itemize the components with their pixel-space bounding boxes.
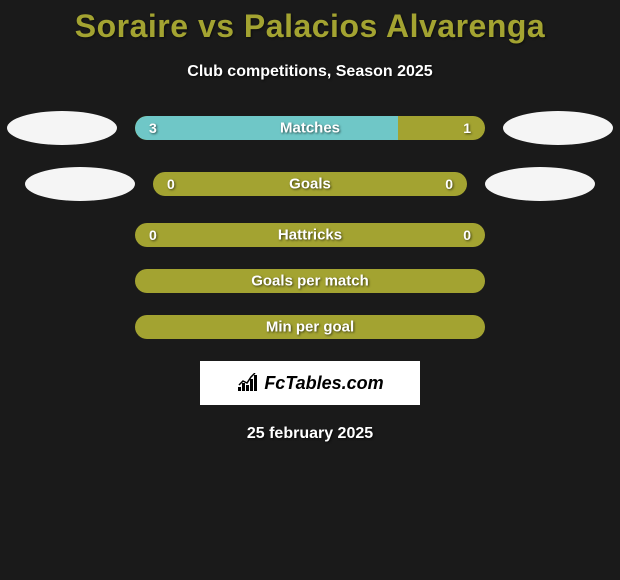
stat-bar: Goals per match — [135, 269, 485, 293]
stat-label: Matches — [280, 120, 340, 137]
page-title: Soraire vs Palacios Alvarenga — [0, 8, 620, 45]
stat-label: Goals per match — [251, 273, 369, 290]
logo-content: FcTables.com — [236, 373, 383, 394]
stat-row: 0 Goals 0 — [0, 167, 620, 201]
stat-right-value: 0 — [445, 176, 453, 192]
stat-right-value: 0 — [463, 227, 471, 243]
chart-icon — [236, 373, 260, 393]
stat-left-value: 3 — [149, 120, 157, 136]
player-badge-right — [503, 111, 613, 145]
stat-bar: 0 Hattricks 0 — [135, 223, 485, 247]
stat-label: Min per goal — [266, 319, 354, 336]
date-label: 25 february 2025 — [0, 425, 620, 443]
player-badge-left — [7, 111, 117, 145]
player-badge-left — [25, 167, 135, 201]
stat-left-value: 0 — [149, 227, 157, 243]
stat-left-value: 0 — [167, 176, 175, 192]
stat-label: Goals — [289, 176, 331, 193]
stat-right-value: 1 — [463, 120, 471, 136]
logo-text: FcTables.com — [264, 373, 383, 394]
stat-bar: 0 Goals 0 — [153, 172, 467, 196]
subtitle: Club competitions, Season 2025 — [0, 63, 620, 81]
stat-bar: 3 Matches 1 — [135, 116, 485, 140]
stats-list: 3 Matches 1 0 Goals 0 0 Hattricks 0 Goals per mat… — [0, 111, 620, 339]
stat-bar-fill — [135, 116, 398, 140]
logo-box: FcTables.com — [200, 361, 420, 405]
stat-row: 3 Matches 1 — [0, 111, 620, 145]
stat-label: Hattricks — [278, 227, 342, 244]
stat-bar: Min per goal — [135, 315, 485, 339]
infographic-container: Soraire vs Palacios Alvarenga Club compe… — [0, 0, 620, 443]
player-badge-right — [485, 167, 595, 201]
